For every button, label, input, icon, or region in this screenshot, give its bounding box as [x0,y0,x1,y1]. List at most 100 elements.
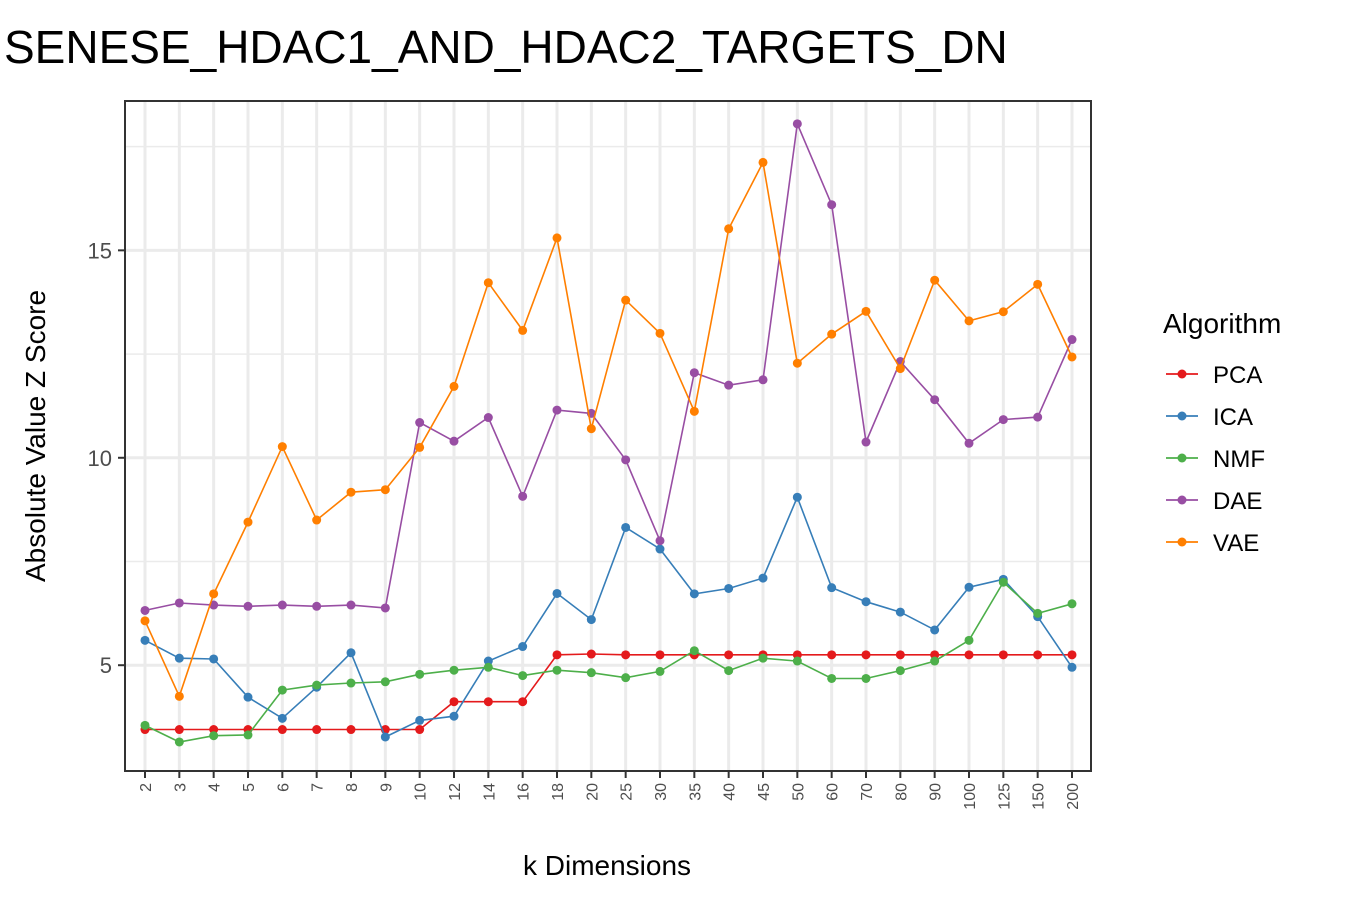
x-tick-label: 10 [413,783,430,801]
data-point [243,692,253,702]
data-point [346,600,356,610]
data-point [964,438,974,448]
data-point [964,316,974,326]
x-tick-label: 9 [378,783,395,792]
data-point [827,200,837,210]
x-tick-label: 18 [550,783,567,801]
legend-label: VAE [1213,530,1259,557]
series-line-dae [144,120,1073,612]
series-line-pca [145,653,1072,731]
data-point [689,368,699,378]
data-point [380,485,390,495]
x-tick-label: 8 [344,783,361,792]
data-point [827,583,837,593]
data-point [621,295,631,305]
data-point [483,697,493,707]
data-point [552,665,562,675]
x-tick-label: 25 [619,783,636,801]
data-point [861,597,871,607]
x-tick-label: 12 [447,783,464,801]
data-point [964,635,974,645]
data-point [1067,335,1077,345]
data-point [655,544,665,554]
data-point [312,680,322,690]
series-line-ica [144,495,1073,739]
data-point [586,668,596,678]
data-point [552,588,562,598]
data-point [724,380,734,390]
data-point [861,673,871,683]
data-point [1067,662,1077,672]
series-line-vae [144,159,1073,699]
data-point [998,577,1008,587]
data-point [346,648,356,658]
data-point [861,437,871,447]
data-point [449,381,459,391]
data-point [1033,650,1043,660]
data-point [758,375,768,385]
data-point [655,536,665,546]
data-point [758,653,768,663]
data-point [140,635,150,645]
legend-title: Algorithm [1163,308,1281,339]
data-point [895,364,905,374]
data-point [243,517,253,527]
legend-item-vae: VAE [1166,530,1259,557]
series-line-nmf [144,580,1073,743]
data-point [964,582,974,592]
data-point [827,650,837,660]
data-point [895,650,905,660]
data-point [380,603,390,613]
data-point [621,673,631,683]
data-point [209,654,219,664]
data-point [998,650,1008,660]
data-point [1033,412,1043,422]
legend-item-dae: DAE [1166,488,1262,515]
data-point [209,731,219,741]
x-tick-label: 200 [1065,783,1082,810]
legend-label: DAE [1213,488,1262,515]
data-point [174,691,184,701]
data-point [415,669,425,679]
data-point [312,601,322,611]
data-point [586,649,596,659]
data-point [277,442,287,452]
data-point [346,487,356,497]
data-point [1067,650,1077,660]
data-point [621,650,631,660]
data-point [449,697,459,707]
data-point [483,278,493,288]
legend-item-ica: ICA [1166,404,1253,431]
x-axis-title: k Dimensions [523,850,691,881]
y-tick-label: 15 [88,238,112,263]
data-point [277,600,287,610]
series-layer [140,119,1077,747]
x-tick-label: 3 [172,783,189,792]
legend-key-point [1177,495,1187,505]
legend-item-pca: PCA [1166,362,1262,389]
data-point [621,522,631,532]
x-tick-label: 2 [138,783,155,792]
x-tick-label: 150 [1031,783,1048,810]
data-point [449,711,459,721]
x-tick-label: 100 [962,783,979,810]
data-point [312,515,322,525]
x-tick-label: 35 [687,783,704,801]
data-point [1033,279,1043,289]
data-point [861,306,871,316]
data-point [998,307,1008,317]
data-point [792,656,802,666]
data-point [312,725,322,735]
x-tick-label: 40 [722,783,739,801]
data-point [243,601,253,611]
x-tick-label: 60 [825,783,842,801]
x-tick-label: 4 [207,783,224,792]
data-point [998,415,1008,425]
data-point [415,725,425,735]
series-nmf [140,577,1077,747]
data-point [586,615,596,625]
data-point [655,666,665,676]
data-point [655,650,665,660]
data-point [1067,599,1077,609]
